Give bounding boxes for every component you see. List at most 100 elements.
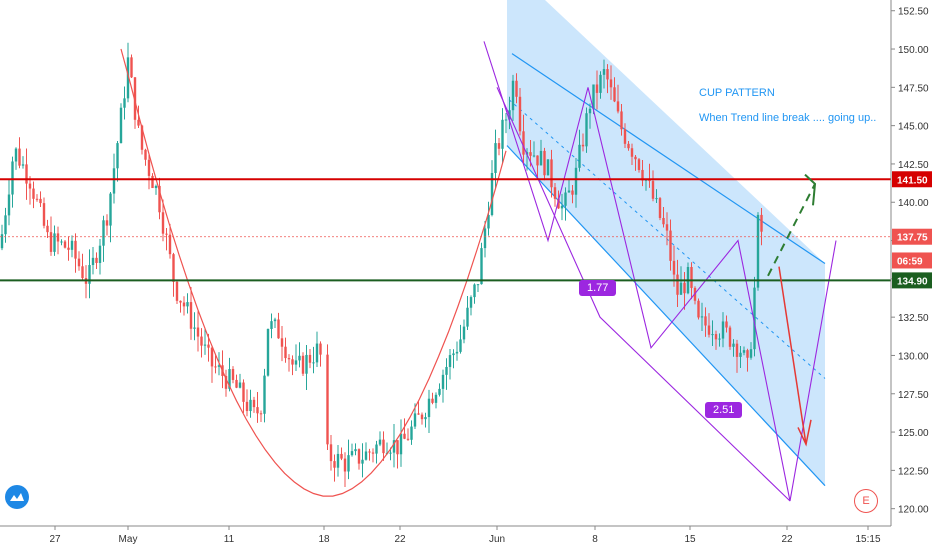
time-tick-label: 22 [394,534,406,545]
candle-body [49,232,53,252]
price-label: 141.50 [897,175,928,186]
candle-body [445,366,448,375]
candle-body [707,325,711,335]
candle-body [228,369,231,389]
candle [42,197,46,229]
candle-body [154,185,158,189]
candle [249,389,252,418]
candle [490,160,494,217]
candle [511,74,515,121]
candle-body [550,159,553,188]
candle-body [207,344,210,348]
candle [361,443,364,478]
candle [238,373,242,389]
candle [74,233,77,273]
candle-body [434,394,438,403]
candle-body [413,413,417,427]
candle-body [515,80,518,97]
candle-body [312,362,315,364]
candle [644,178,648,191]
candle [350,443,354,457]
candle-body [130,57,133,78]
candle [4,207,7,243]
candle [665,212,669,246]
candle [662,206,665,228]
candle-body [270,321,273,329]
channel-top-edge [511,53,826,265]
candle [753,276,756,357]
candle [294,344,298,372]
candle-body [298,355,301,361]
candle [336,445,340,477]
candle [704,307,707,337]
candle-body [424,417,427,420]
candle-body [277,319,280,339]
candle-body [756,214,760,288]
candle [193,312,196,341]
candle-body [210,347,214,367]
candle [403,418,406,440]
candle [109,192,112,243]
candle [756,212,760,291]
candle [578,129,581,172]
candle [683,272,686,310]
candle-body [711,334,714,336]
candle-body [690,266,693,288]
earnings-icon[interactable]: E [854,489,878,513]
channel-bottom-edge [506,145,826,487]
candle-body [249,399,252,412]
candle-body [70,240,74,250]
candle-body [480,248,483,285]
candle [84,265,88,299]
candle-body [742,350,746,353]
candle-body [235,379,238,388]
candle [224,369,228,397]
time-tick-label: 15 [684,534,696,545]
candle-body [336,453,340,468]
candle-body [21,164,25,166]
candle-body [168,234,172,255]
candle [231,366,235,384]
candle [466,296,469,331]
candle-body [189,302,193,329]
candle-body [462,326,466,340]
candle [168,223,172,259]
candle [280,326,284,362]
tradingview-logo[interactable] [5,485,29,509]
candle-body [651,181,655,199]
candle-body [319,343,322,355]
candle [256,392,259,423]
candle-body [634,156,637,160]
candle [301,352,305,376]
candle [32,181,35,209]
bullish-arrow-head [804,173,817,206]
candle-body [186,302,189,307]
candle [445,358,448,390]
candle-body [728,327,732,347]
candle [476,284,480,293]
candle [553,182,557,207]
candle-body [658,198,662,218]
candle-body [410,426,413,440]
candle-body [504,119,508,121]
candle-body [350,451,354,456]
candle-body [133,77,137,120]
candle-body [532,155,536,157]
price-tick-label: 152.50 [898,7,929,18]
candle [392,423,396,468]
price-tick-label: 147.50 [898,83,929,94]
candle-body [452,353,455,356]
time-tick-label: 15:15 [855,534,880,545]
candle-body [438,388,441,395]
bearish-projection-line [778,266,807,445]
candle-body [487,214,490,229]
candle [364,442,368,461]
candle [718,333,721,347]
price-tick-label: 127.50 [898,390,929,401]
candle-body [490,172,494,215]
candle [620,104,623,136]
candle-body [238,382,242,388]
candle-body [483,228,487,249]
